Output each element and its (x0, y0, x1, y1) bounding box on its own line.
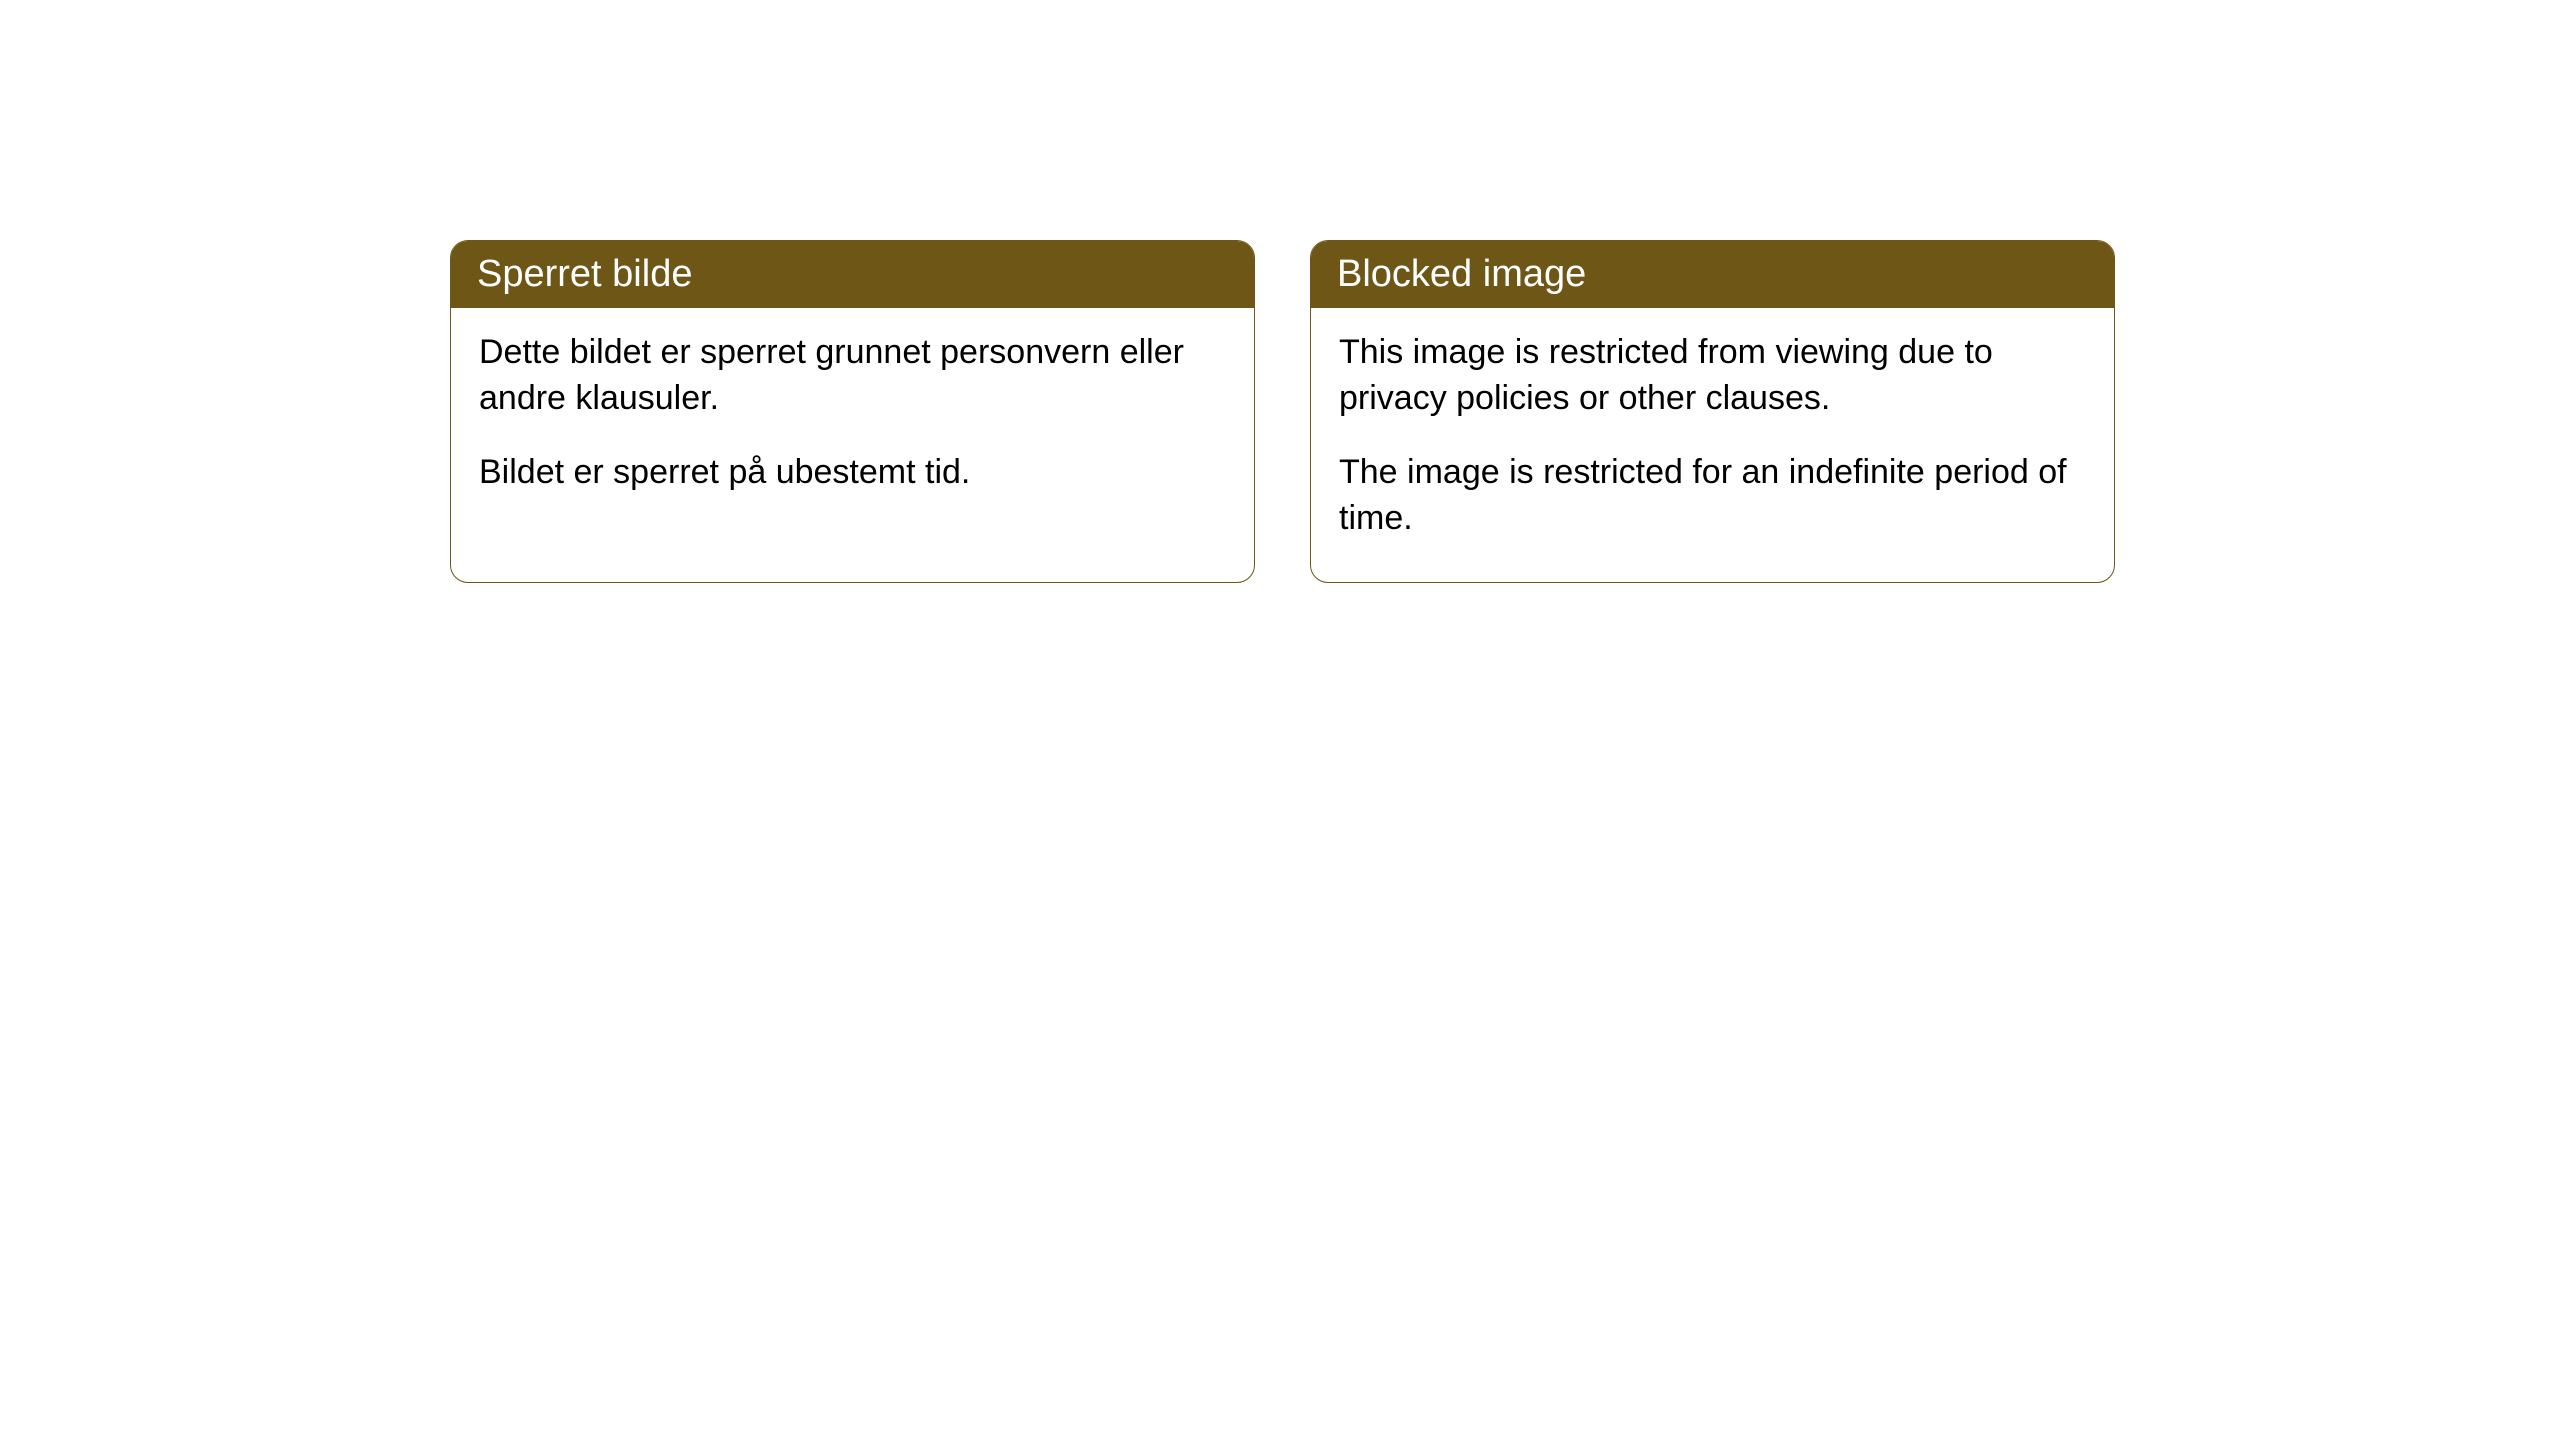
card-paragraph: This image is restricted from viewing du… (1339, 330, 2086, 422)
card-header: Sperret bilde (451, 241, 1254, 308)
card-header: Blocked image (1311, 241, 2114, 308)
blocked-image-card-norwegian: Sperret bilde Dette bildet er sperret gr… (450, 240, 1255, 583)
cards-container: Sperret bilde Dette bildet er sperret gr… (0, 0, 2560, 583)
card-body: This image is restricted from viewing du… (1311, 308, 2114, 582)
card-body: Dette bildet er sperret grunnet personve… (451, 308, 1254, 536)
card-title: Blocked image (1337, 253, 1586, 295)
blocked-image-card-english: Blocked image This image is restricted f… (1310, 240, 2115, 583)
card-paragraph: Dette bildet er sperret grunnet personve… (479, 330, 1226, 422)
card-title: Sperret bilde (477, 253, 692, 295)
card-paragraph: Bildet er sperret på ubestemt tid. (479, 450, 1226, 496)
card-paragraph: The image is restricted for an indefinit… (1339, 450, 2086, 542)
